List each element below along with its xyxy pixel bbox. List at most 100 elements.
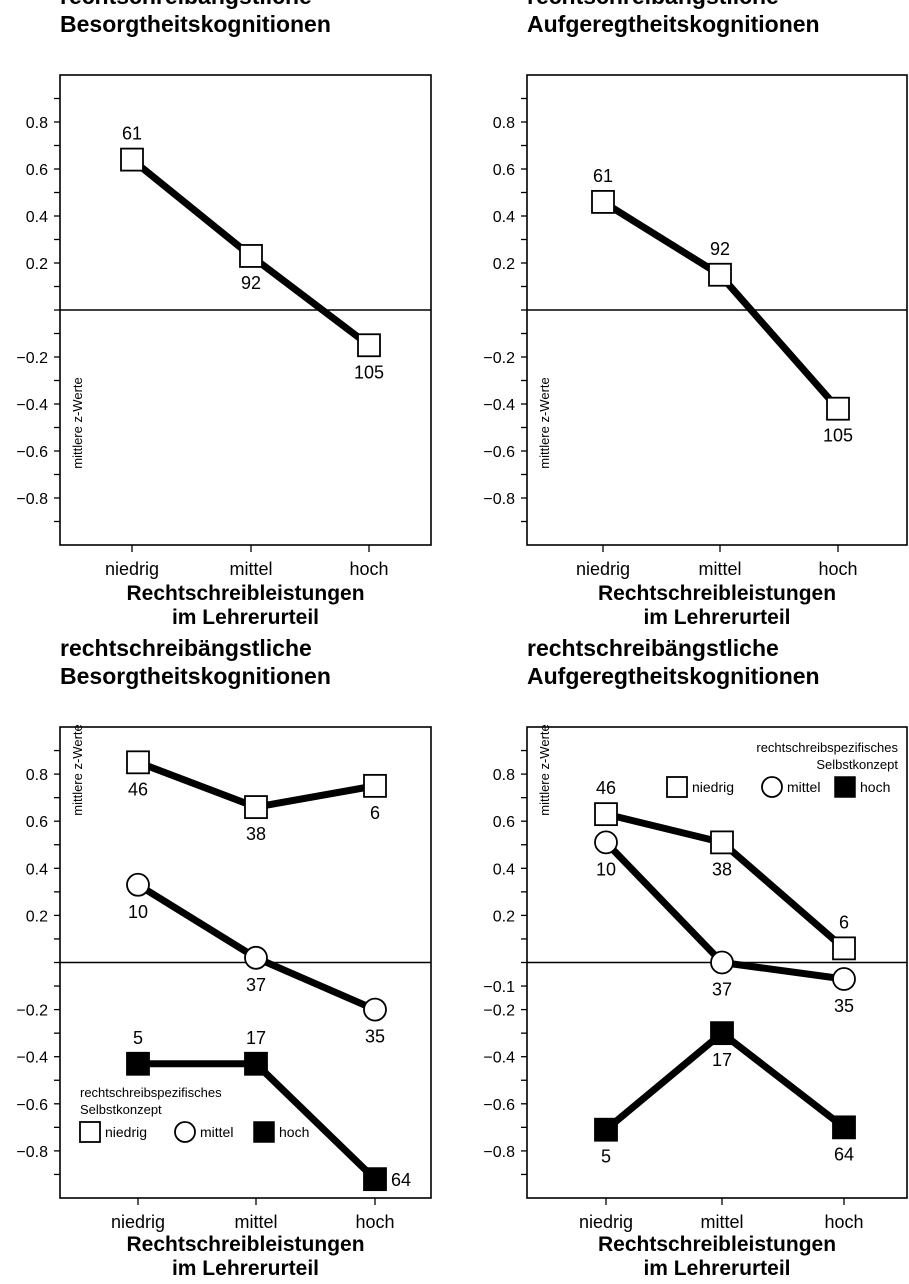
data-point-marker (126, 1051, 150, 1076)
data-label: 37 (246, 975, 266, 995)
x-tick-label: mittel (229, 559, 272, 579)
data-point-marker (710, 830, 734, 855)
y-tick-label: 0.6 (493, 162, 515, 179)
data-point-marker (594, 802, 618, 827)
data-label: 10 (596, 859, 616, 879)
data-label: 37 (712, 980, 732, 1000)
y-tick-label: 0.4 (26, 861, 48, 878)
x-axis-label: Rechtschreibleistungen (126, 1233, 364, 1256)
legend-entry-label: mittel (787, 779, 820, 795)
data-point-marker (708, 262, 732, 287)
data-label: 5 (133, 1028, 143, 1048)
x-tick-label: niedrig (111, 1212, 165, 1232)
y-tick-label: −0.2 (16, 350, 48, 367)
y-tick-label: 0.4 (493, 209, 515, 226)
x-axis-label: Rechtschreibleistungen (598, 582, 836, 605)
data-label: 10 (128, 902, 148, 922)
data-point-marker (244, 1051, 268, 1076)
x-axis-label: Rechtschreibleistungen (598, 1233, 836, 1256)
y-tick-label: −0.8 (483, 491, 515, 508)
series-line-hoch (603, 1029, 847, 1133)
legend-title-line: Selbstkonzept (816, 757, 898, 772)
data-point-marker (120, 147, 144, 172)
y-tick-label: 0.8 (26, 767, 48, 784)
legend-entry-label: hoch (279, 1124, 309, 1140)
legend-title-line: rechtschreibspezifisches (756, 740, 898, 755)
data-label: 6 (370, 803, 380, 823)
x-tick-label: mittel (698, 559, 741, 579)
data-label: 17 (712, 1050, 732, 1070)
x-tick-label: hoch (818, 559, 857, 579)
y-tick-label: 0.8 (493, 115, 515, 132)
chart-title-line: rechtschreibängstliche (527, 0, 779, 9)
y-axis-label: mittlere z-Werte (70, 724, 85, 816)
legend-entry-label: mittel (200, 1124, 233, 1140)
y-tick-label: −0.2 (16, 1003, 48, 1020)
x-axis-label: im Lehrerurteil (172, 606, 319, 629)
x-tick-label: niedrig (105, 559, 159, 579)
legend-marker-circle-open (174, 1121, 196, 1143)
data-label: 6 (839, 912, 849, 932)
data-label: 46 (596, 778, 616, 798)
data-label: 35 (365, 1027, 385, 1047)
data-label: 105 (823, 426, 853, 446)
data-label: 92 (241, 273, 261, 293)
legend: rechtschreibspezifisches Selbstkonzept nie… (666, 740, 898, 798)
legend-title-line: Selbstkonzept (80, 1102, 162, 1117)
legend-entry-label: niedrig (692, 779, 734, 795)
y-tick-label: −0.4 (483, 1050, 515, 1067)
data-point-marker (363, 997, 387, 1022)
data-label: 61 (122, 124, 142, 144)
chart-panel-1: rechtschreibängstliche Besorgtheitskognit… (16, 0, 432, 629)
legend-title-line: rechtschreibspezifisches (80, 1085, 222, 1100)
data-label: 61 (593, 166, 613, 186)
data-point-marker (594, 830, 618, 855)
x-tick-label: mittel (700, 1212, 743, 1232)
data-label: 35 (834, 996, 854, 1016)
data-point-marker (826, 396, 850, 421)
data-point-marker (710, 950, 734, 975)
y-tick-label: −0.4 (483, 397, 515, 414)
y-tick-label: −0.2 (483, 350, 515, 367)
y-tick-label: 0.2 (493, 256, 515, 273)
data-label: 17 (246, 1028, 266, 1048)
y-axis-label: mittlere z-Werte (537, 377, 552, 469)
y-tick-label: −0.6 (483, 444, 515, 461)
chart-title-line: Besorgtheitskognitionen (60, 11, 331, 37)
data-point-marker (363, 773, 387, 798)
x-axis-label: Rechtschreibleistungen (126, 582, 364, 605)
chart-panel-4: rechtschreibängstlicheAufgeregtheitskogn… (483, 635, 908, 1280)
data-point-marker (832, 936, 856, 961)
data-label: 38 (712, 859, 732, 879)
y-tick-label: −0.4 (16, 1050, 48, 1067)
x-tick-label: niedrig (579, 1212, 633, 1232)
y-tick-label: 0.4 (493, 861, 515, 878)
data-point-marker (244, 795, 268, 819)
y-tick-label: 0.6 (493, 814, 515, 831)
x-tick-label: hoch (349, 559, 388, 579)
chart-title-line: rechtschreibängstliche (60, 0, 312, 9)
legend-marker-square-filled (253, 1121, 275, 1143)
data-point-marker (591, 189, 615, 214)
chart-title-line: rechtschreibängstliche (60, 635, 312, 661)
legend-entry-label: hoch (860, 779, 890, 795)
data-label: 38 (246, 824, 266, 844)
y-axis-label: mittlere z-Werte (70, 377, 85, 469)
y-tick-label: −0.6 (16, 1097, 48, 1114)
y-tick-label: −0.4 (16, 397, 48, 414)
legend: rechtschreibspezifisches Selbstkonzept nie… (79, 1085, 309, 1143)
data-label: 92 (710, 239, 730, 259)
x-tick-label: hoch (824, 1212, 863, 1232)
chart-panel-2: rechtschreibängstliche Aufgeregtheitskogn… (483, 0, 908, 629)
data-label: 64 (391, 1170, 411, 1190)
series-line-main (601, 198, 841, 412)
legend-entry-label: niedrig (105, 1124, 147, 1140)
data-point-marker (710, 1021, 734, 1046)
y-axis-label: mittlere z-Werte (537, 724, 552, 816)
data-point-marker (594, 1117, 618, 1142)
data-point-marker (126, 872, 150, 897)
y-tick-label: −0.2 (483, 1003, 515, 1020)
y-tick-label: −0.6 (483, 1097, 515, 1114)
chart-title-line: Aufgeregtheitskognitionen (527, 11, 820, 37)
